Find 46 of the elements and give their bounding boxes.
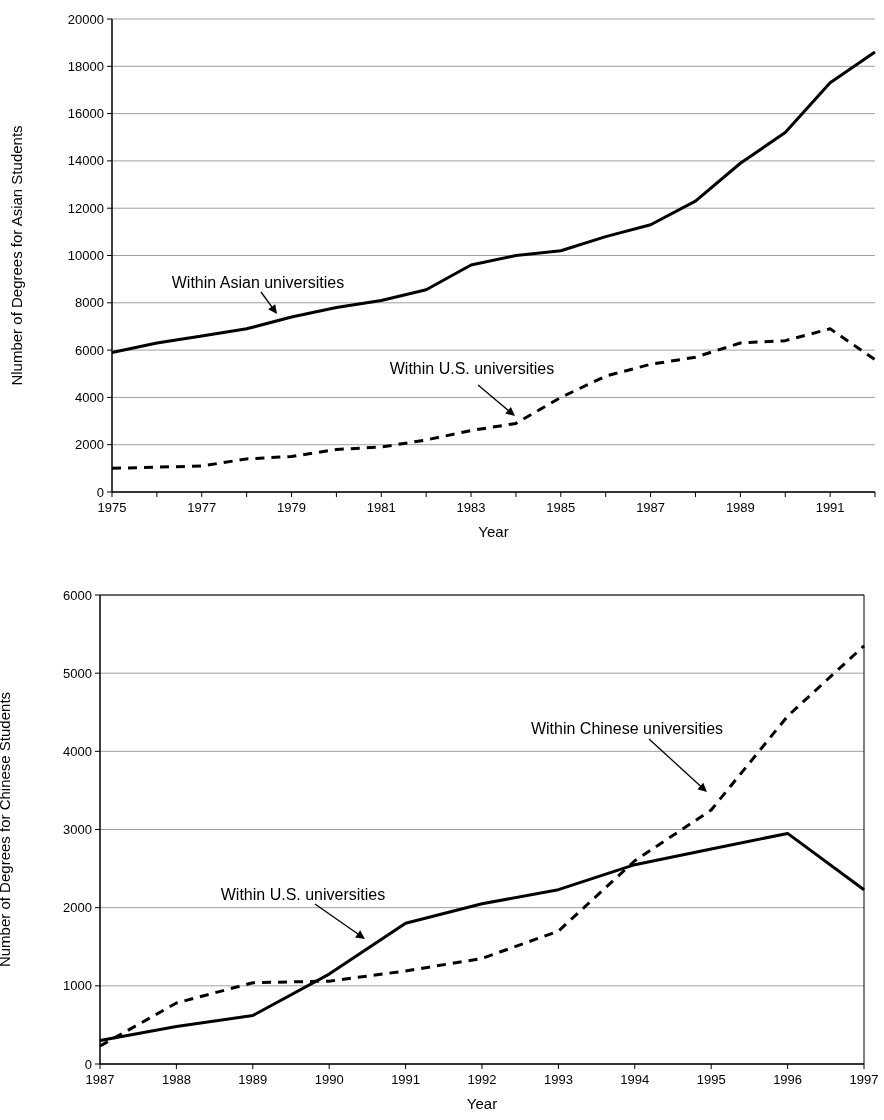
y-axis-title: Nlumber of Degrees for Asian Students xyxy=(8,125,25,386)
y-tick-label: 3000 xyxy=(63,822,92,838)
y-tick-label: 8000 xyxy=(75,295,104,311)
x-tick-label: 1977 xyxy=(187,500,217,515)
x-tick-label: 1983 xyxy=(456,500,486,515)
x-tick-label: 1985 xyxy=(546,500,576,515)
x-tick-label: 1989 xyxy=(725,500,755,515)
x-tick-label: 1990 xyxy=(314,1072,344,1087)
x-tick-label: 1988 xyxy=(161,1072,191,1087)
y-tick-label: 14000 xyxy=(67,153,104,169)
y-tick-label: 6000 xyxy=(75,342,104,358)
y-axis-title: Number of Degrees for Chinese Students xyxy=(0,691,13,968)
x-tick-label: 1987 xyxy=(636,500,666,515)
x-axis-title: Year xyxy=(478,523,509,540)
x-tick-label: 1987 xyxy=(85,1072,115,1087)
x-tick-label: 1994 xyxy=(620,1072,650,1087)
annotation: Within Asian universities xyxy=(171,274,345,291)
x-tick-label: 1989 xyxy=(238,1072,268,1087)
x-tick-label: 1995 xyxy=(696,1072,726,1087)
y-tick-label: 2000 xyxy=(75,437,104,453)
x-tick-label: 1991 xyxy=(815,500,845,515)
y-tick-label: 5000 xyxy=(63,665,92,681)
y-tick-label: 0 xyxy=(96,484,104,500)
y-tick-label: 12000 xyxy=(67,200,104,216)
y-tick-label: 6000 xyxy=(63,587,92,603)
y-tick-label: 16000 xyxy=(67,106,104,122)
annotation: Within Chinese universities xyxy=(530,720,724,737)
y-tick-label: 10000 xyxy=(67,248,104,264)
x-axis-title: Year xyxy=(466,1095,498,1112)
x-tick-label: 1991 xyxy=(391,1072,421,1087)
x-tick-label: 1981 xyxy=(366,500,396,515)
y-tick-label: 4000 xyxy=(63,743,92,759)
y-tick-label: 0 xyxy=(84,1056,92,1072)
x-tick-label: 1979 xyxy=(277,500,306,515)
x-tick-label: 1992 xyxy=(467,1072,497,1087)
y-tick-label: 2000 xyxy=(63,900,92,916)
y-tick-label: 20000 xyxy=(67,11,104,27)
y-tick-label: 4000 xyxy=(75,389,104,405)
annotation: Within U.S. universities xyxy=(389,360,555,377)
y-tick-label: 18000 xyxy=(67,58,104,74)
x-tick-label: 1997 xyxy=(849,1072,879,1087)
y-tick-label: 1000 xyxy=(63,978,92,994)
annotation: Within U.S. universities xyxy=(220,886,386,903)
x-tick-label: 1993 xyxy=(543,1072,573,1087)
x-tick-label: 1975 xyxy=(97,500,127,515)
x-tick-label: 1996 xyxy=(773,1072,803,1087)
